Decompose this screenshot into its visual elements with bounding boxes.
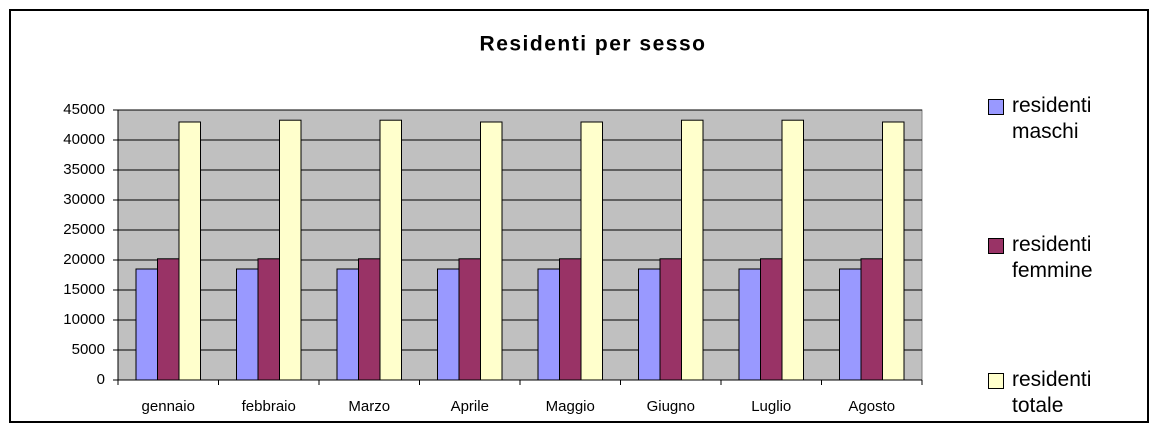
y-tick-label: 35000 xyxy=(63,161,105,178)
bar xyxy=(537,268,560,381)
bar xyxy=(178,121,201,381)
legend-swatch xyxy=(988,99,1004,115)
legend-item: residenti maschi xyxy=(988,93,1138,145)
bar xyxy=(458,258,481,381)
x-tick-label: Luglio xyxy=(751,398,791,415)
bar xyxy=(860,258,883,381)
x-tick-label: Agosto xyxy=(848,398,895,415)
legend-item: residenti totale xyxy=(988,367,1138,419)
y-tick-label: 20000 xyxy=(63,251,105,268)
y-tick-label: 25000 xyxy=(63,221,105,238)
bar xyxy=(659,258,682,381)
y-tick-label: 0 xyxy=(97,371,105,388)
x-tick-label: gennaio xyxy=(142,398,195,415)
bar xyxy=(638,268,661,381)
bar xyxy=(336,268,359,381)
x-tick-label: Maggio xyxy=(546,398,595,415)
y-tick-label: 10000 xyxy=(63,311,105,328)
x-tick-label: Aprile xyxy=(451,398,489,415)
legend-label: residenti femmine xyxy=(1012,233,1093,282)
bar xyxy=(559,258,582,381)
bar xyxy=(135,268,158,381)
bar xyxy=(681,119,704,381)
bar xyxy=(738,268,761,381)
bar xyxy=(279,119,302,381)
y-tick-label: 5000 xyxy=(72,341,105,358)
y-tick-label: 15000 xyxy=(63,281,105,298)
chart-title: Residenti per sesso xyxy=(480,33,707,56)
bar xyxy=(257,258,280,381)
bar xyxy=(236,268,259,381)
x-tick-label: Giugno xyxy=(647,398,695,415)
bar xyxy=(839,268,862,381)
bar xyxy=(781,119,804,381)
bar xyxy=(379,119,402,381)
bar xyxy=(157,258,180,381)
y-tick-label: 45000 xyxy=(63,101,105,118)
bar xyxy=(760,258,783,381)
x-tick-label: febbraio xyxy=(242,398,296,415)
legend-label: residenti maschi xyxy=(1012,94,1092,143)
legend-label: residenti totale xyxy=(1012,368,1092,417)
legend-swatch xyxy=(988,238,1004,254)
bar xyxy=(580,121,603,381)
legend-swatch xyxy=(988,373,1004,389)
bar xyxy=(358,258,381,381)
y-tick-label: 30000 xyxy=(63,191,105,208)
bar xyxy=(437,268,460,381)
y-tick-label: 40000 xyxy=(63,131,105,148)
legend-item: residenti femmine xyxy=(988,232,1138,284)
bar xyxy=(882,121,905,381)
bar xyxy=(480,121,503,381)
x-tick-label: Marzo xyxy=(348,398,390,415)
